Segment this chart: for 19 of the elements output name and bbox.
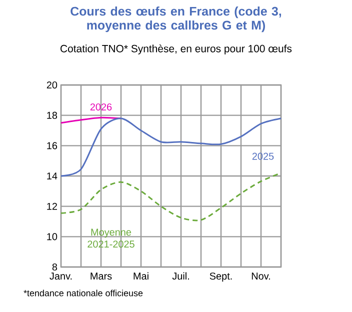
y-tick-label: 20 — [46, 81, 58, 89]
y-tick-label: 12 — [47, 202, 57, 210]
y-tick-label: 16 — [47, 142, 58, 150]
chart-subtitle: Cotation TNO* Synthèse, en euros pour 100 œufs — [60, 44, 292, 54]
x-tick-label: Janv. — [50, 272, 72, 280]
x-tick-label: Mai — [134, 272, 148, 280]
y-tick-label: 8 — [52, 263, 58, 271]
line-series — [60, 118, 282, 177]
text: *tendance nationale officieuse — [24, 290, 143, 296]
y-tick-label: 14 — [47, 172, 58, 180]
text: Moyenne 2021-2025 — [88, 228, 134, 248]
series-label: 2026 — [90, 103, 112, 111]
x-tick-label: Nov. — [252, 272, 270, 280]
chart-title: Cours des œufs en France (code 3, moyenne des callbres G et M) — [70, 6, 282, 32]
x-tick-label: Sept. — [210, 272, 232, 282]
x-tick-label: Mars — [90, 272, 112, 280]
y-tick-label: 18 — [47, 112, 58, 119]
x-tick-label: Juil. — [172, 272, 189, 280]
y-tick-label: 10 — [47, 233, 58, 240]
